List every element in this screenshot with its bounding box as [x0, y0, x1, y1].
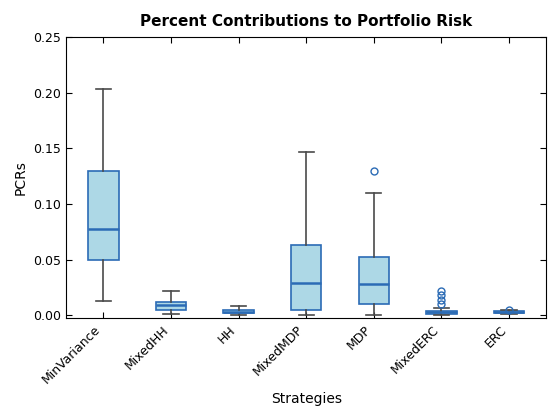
PathPatch shape: [291, 245, 321, 310]
PathPatch shape: [358, 257, 389, 304]
Title: Percent Contributions to Portfolio Risk: Percent Contributions to Portfolio Risk: [140, 14, 472, 29]
PathPatch shape: [426, 311, 456, 314]
PathPatch shape: [223, 310, 254, 313]
PathPatch shape: [494, 311, 524, 313]
PathPatch shape: [156, 302, 186, 310]
PathPatch shape: [88, 171, 119, 260]
Y-axis label: PCRs: PCRs: [14, 160, 28, 195]
X-axis label: Strategies: Strategies: [270, 392, 342, 406]
